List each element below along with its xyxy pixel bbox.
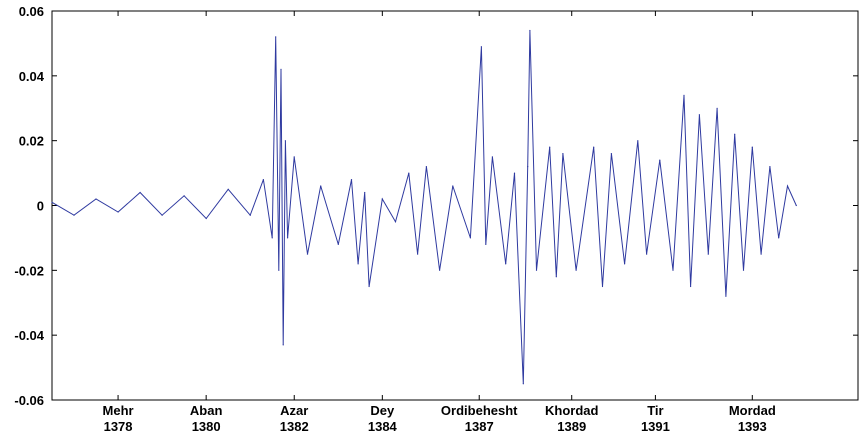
data-point	[271, 237, 273, 239]
data-point	[417, 253, 419, 255]
data-point	[485, 243, 487, 245]
data-point	[562, 153, 564, 155]
x-tick-year-label: 1387	[465, 419, 494, 434]
x-tick-year-label: 1391	[641, 419, 670, 434]
data-point	[769, 166, 771, 168]
data-point	[672, 269, 674, 271]
x-tick-year-label: 1380	[192, 419, 221, 434]
data-point	[161, 214, 163, 216]
data-point	[698, 114, 701, 116]
x-tick-month-label: Mordad	[729, 403, 776, 418]
data-point	[778, 237, 780, 239]
data-point	[624, 263, 626, 265]
data-point	[707, 253, 709, 255]
x-tick-month-label: Khordad	[545, 403, 599, 418]
data-point	[425, 166, 427, 168]
data-point	[275, 36, 277, 38]
data-point	[368, 285, 370, 288]
y-axis: 0.06 0.04 0.02 0 -0.02 -0.04 -0.06	[14, 4, 858, 408]
data-point	[527, 166, 529, 168]
data-point	[690, 285, 692, 288]
data-point	[320, 185, 322, 187]
x-tick-year-label: 1389	[557, 419, 586, 434]
data-point	[610, 153, 613, 155]
data-point	[357, 263, 359, 265]
data-point	[725, 295, 727, 297]
data-point	[637, 140, 639, 142]
x-tick-year-label: 1378	[104, 419, 133, 434]
data-point	[95, 198, 97, 200]
y-tick-label: 0	[37, 199, 44, 214]
data-point	[51, 201, 53, 203]
data-point	[337, 243, 339, 245]
y-tick-label: 0.02	[19, 134, 44, 149]
data-point	[795, 204, 797, 207]
data-point	[469, 237, 471, 239]
data-point	[117, 211, 119, 213]
x-tick-year-label: 1384	[368, 419, 398, 434]
series-group	[51, 29, 797, 385]
data-point	[535, 269, 538, 271]
data-point	[751, 146, 753, 148]
data-point	[183, 195, 185, 197]
data-point	[364, 191, 366, 194]
data-point	[683, 94, 685, 96]
data-point	[734, 133, 736, 135]
data-point	[593, 146, 595, 148]
data-point	[601, 285, 604, 288]
data-point	[227, 188, 229, 190]
data-point	[394, 221, 397, 223]
x-tick-month-label: Ordibehesht	[441, 403, 518, 418]
data-point	[293, 156, 295, 158]
data-point	[549, 146, 551, 148]
data-point	[439, 269, 441, 271]
y-tick-label: 0.04	[19, 69, 45, 84]
data-point	[555, 276, 557, 278]
data-point	[646, 253, 648, 255]
x-tick-year-label: 1382	[280, 419, 309, 434]
data-point	[491, 156, 493, 158]
data-point	[659, 159, 661, 161]
data-point	[278, 269, 280, 271]
data-point	[306, 253, 309, 255]
x-tick-month-label: Aban	[190, 403, 223, 418]
data-point	[284, 140, 286, 142]
data-point	[452, 185, 454, 187]
data-point	[716, 107, 718, 109]
data-point	[282, 344, 284, 346]
x-tick-month-label: Tir	[647, 403, 663, 418]
data-point	[760, 253, 762, 255]
data-point	[742, 269, 745, 271]
data-point	[513, 172, 516, 174]
x-tick-year-label: 1393	[738, 419, 767, 434]
data-point	[73, 214, 75, 216]
data-point	[280, 68, 282, 70]
y-tick-label: -0.02	[14, 263, 44, 278]
data-point	[262, 179, 264, 181]
data-point	[287, 237, 289, 239]
data-point	[350, 179, 353, 181]
data-point	[529, 29, 531, 32]
data-point	[505, 263, 507, 265]
data-point	[205, 217, 207, 220]
x-tick-month-label: Azar	[280, 403, 308, 418]
x-tick-month-label: Mehr	[103, 403, 134, 418]
data-point	[381, 198, 383, 200]
y-tick-label: -0.06	[14, 393, 44, 408]
y-tick-label: -0.04	[14, 328, 44, 343]
data-point	[575, 269, 577, 271]
data-point	[249, 214, 251, 216]
data-point	[522, 383, 524, 385]
y-tick-label: 0.06	[19, 4, 44, 19]
data-point	[786, 185, 789, 187]
data-point	[408, 172, 410, 174]
x-tick-month-label: Dey	[370, 403, 395, 418]
data-point	[139, 191, 141, 194]
series-line	[51, 30, 797, 384]
data-point	[480, 46, 482, 48]
